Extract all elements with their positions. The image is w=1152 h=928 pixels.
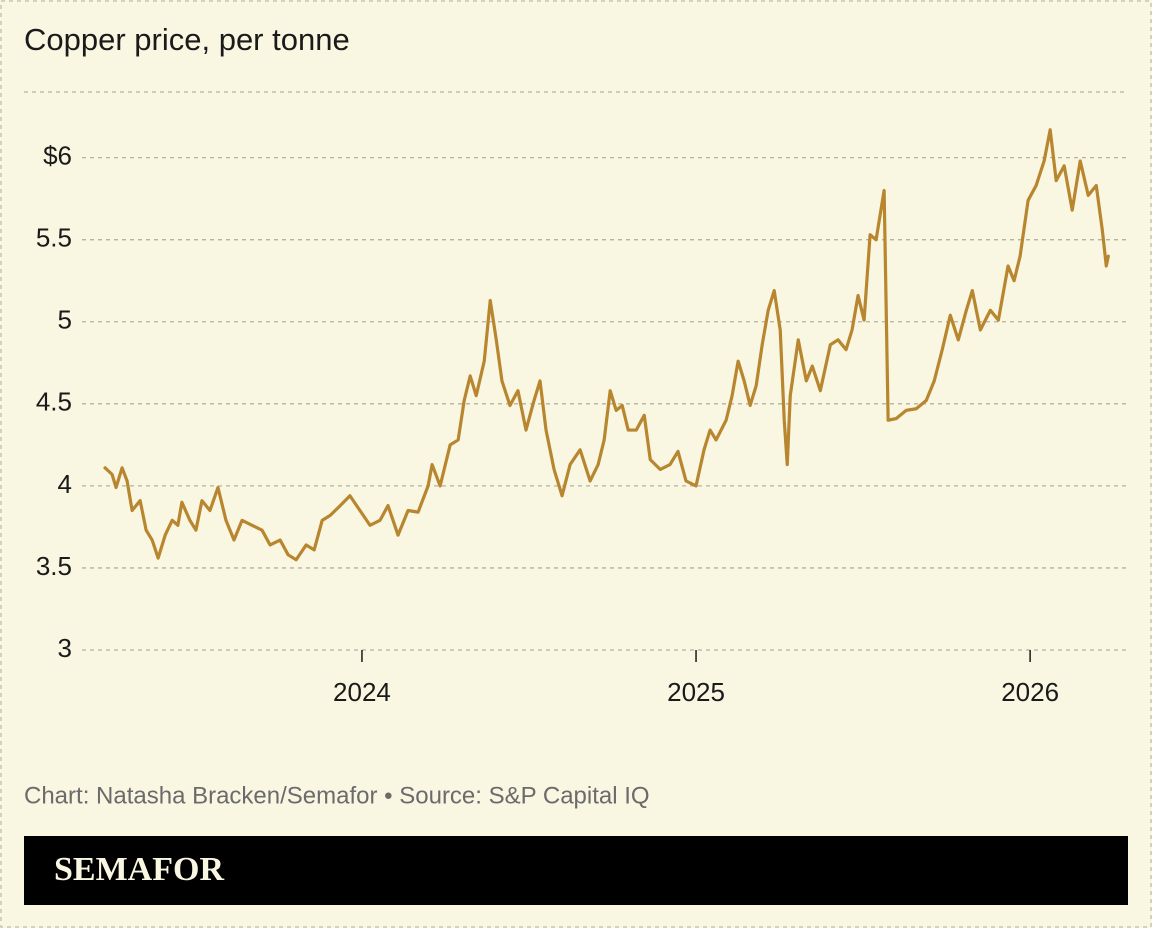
- x-tick-label: 2025: [667, 677, 725, 707]
- y-tick-label: 5: [58, 305, 72, 335]
- y-tick-label: 3.5: [36, 551, 72, 581]
- y-tick-label: 4: [58, 469, 72, 499]
- x-tick-label: 2024: [333, 677, 391, 707]
- price-line: [103, 128, 1110, 562]
- brand: SEMAFOR: [54, 851, 224, 888]
- y-tick-label: 3: [58, 633, 72, 663]
- brand-bar: [24, 836, 1128, 905]
- axes: 3 3.5 4 4.5 5 5.5 $6 2024 2025 2026: [36, 141, 1059, 707]
- credit: Chart: Natasha Bracken/Semafor • Source:…: [24, 782, 650, 809]
- y-tick-label: 5.5: [36, 223, 72, 253]
- plot: [103, 128, 1110, 562]
- chart-title: Copper price, per tonne: [24, 22, 350, 57]
- grid: [82, 156, 1128, 651]
- y-tick-label: 4.5: [36, 387, 72, 417]
- x-tick-label: 2026: [1001, 677, 1059, 707]
- y-tick-label: $6: [43, 141, 72, 171]
